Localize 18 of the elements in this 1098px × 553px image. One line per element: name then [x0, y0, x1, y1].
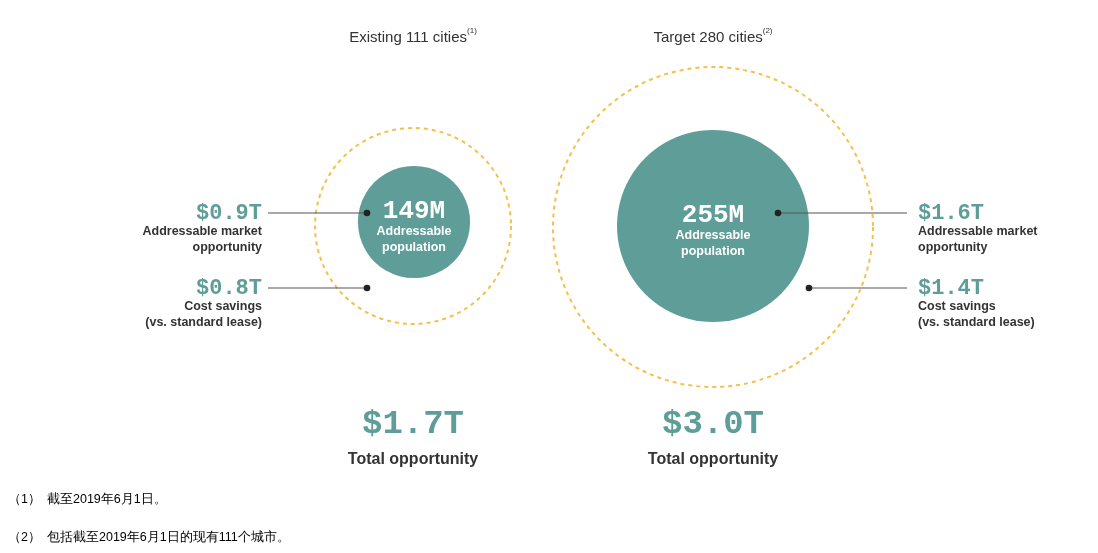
data-label: $1.4T: [918, 275, 985, 301]
category-label: Total opportunity: [347, 449, 479, 467]
category-label: Addressable population: [376, 224, 452, 254]
category-label: Cost savings (vs. standard lease): [145, 299, 263, 329]
data-label: $0.8T: [195, 275, 262, 301]
data-label: 149M: [382, 196, 446, 226]
data-label: $0.9T: [195, 200, 262, 226]
data-label: 255M: [681, 200, 745, 230]
data-label: $3.0T: [661, 405, 765, 443]
data-label: $1.6T: [918, 200, 985, 226]
category-label: Total opportunity: [647, 449, 779, 467]
category-label: Cost savings (vs. standard lease): [918, 299, 1035, 329]
category-label: Addressable market opportunity: [918, 224, 1039, 254]
text: （1） 截至2019年6月1日。: [8, 492, 167, 506]
text: （2） 包括截至2019年6月1日的现有111个城市。: [8, 530, 290, 544]
data-label: $1.7T: [361, 405, 465, 443]
category-label: Addressable population: [675, 228, 751, 258]
category-label: Addressable market opportunity: [142, 224, 263, 254]
